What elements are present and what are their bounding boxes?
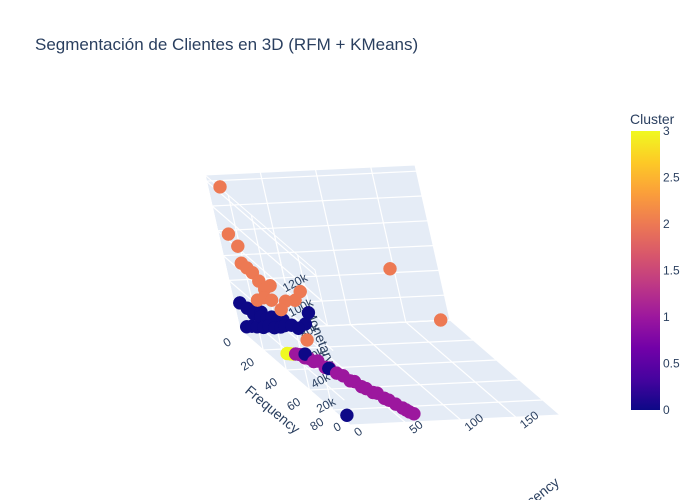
data-point-cluster-0	[340, 408, 354, 423]
gridline-monetary	[210, 195, 423, 302]
colorbar-tick-label: 0.5	[663, 357, 680, 371]
data-point-cluster-0	[291, 321, 306, 336]
gridline-monetary	[204, 170, 417, 277]
data-point-cluster-2	[213, 180, 227, 194]
data-point-cluster-1	[407, 407, 421, 421]
colorbar-tick-label: 1.5	[663, 264, 680, 278]
y-tick-label: 80	[307, 415, 326, 434]
colorbar-title: Cluster	[630, 111, 675, 127]
z-tick-label: 0	[331, 419, 344, 435]
y-tick-label: 0	[220, 335, 233, 351]
colorbar-tick-label: 1	[663, 310, 670, 324]
data-point-cluster-2	[231, 239, 245, 253]
gridline-monetary	[221, 245, 434, 352]
colorbar-tick-label: 0	[663, 403, 670, 417]
data-point-cluster-2	[383, 262, 397, 276]
x-tick-label: 0	[351, 424, 365, 439]
y-tick-label: 20	[238, 355, 257, 374]
plot-scene: 050100150020406080020k40k60k80k100k120kR…	[204, 164, 562, 500]
chart-title: Segmentación de Clientes en 3D (RFM + KM…	[35, 35, 419, 54]
data-point-cluster-2	[293, 284, 307, 299]
data-point-cluster-2	[221, 227, 236, 241]
colorbar-tick-label: 2	[663, 217, 670, 231]
colorbar-gradient	[631, 131, 660, 410]
x-axis-label: Recency	[509, 474, 562, 500]
colorbar-tick-label: 2.5	[663, 171, 680, 185]
data-point-cluster-2	[264, 293, 279, 307]
data-point-cluster-2	[274, 302, 288, 317]
gridline-monetary	[216, 220, 428, 327]
data-point-cluster-0	[298, 347, 312, 361]
gridline-monetary	[238, 319, 451, 426]
colorbar: 0 0.5 1 1.5 2 2.5 3	[631, 124, 680, 417]
data-point-cluster-0	[301, 306, 316, 320]
colorbar-tick-label: 3	[663, 124, 670, 138]
data-point-cluster-2	[300, 333, 314, 347]
data-point-cluster-2	[433, 313, 448, 327]
